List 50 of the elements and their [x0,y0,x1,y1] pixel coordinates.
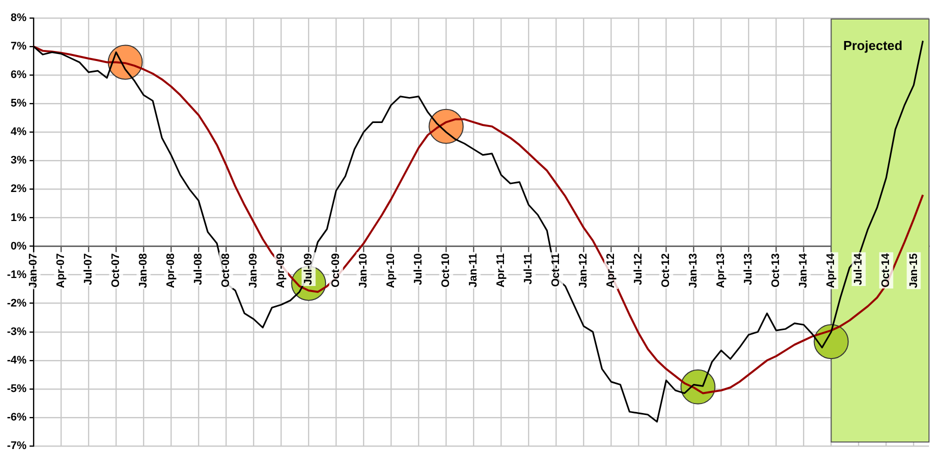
x-tick-label: Oct-11 [550,253,562,287]
x-tick-label: Apr-13 [715,253,728,288]
x-tick-label: Jan-10 [358,253,370,288]
y-tick-label: -6% [7,412,27,424]
x-tick-label: Jul-08 [192,253,205,286]
x-tick-label: Jul-09 [302,253,315,286]
x-tick-label: Jan-13 [688,253,700,288]
x-tick-label: Oct-08 [220,253,232,288]
y-tick-label: -2% [7,297,27,310]
x-tick-label: Jul-07 [82,253,95,286]
x-tick-label: Jan-11 [468,253,480,288]
x-tick-label: Jan-09 [248,253,260,288]
x-tick-label: Jan-07 [28,253,40,288]
y-tick-label: 6% [10,69,27,82]
y-tick-label: 0% [10,240,27,252]
x-tick-label: Apr-10 [385,253,398,288]
x-tick-label: Oct-13 [770,253,782,288]
x-tick-label: Jul-11 [522,253,535,284]
x-tick-label: Apr-07 [55,253,68,288]
x-tick-label: Oct-10 [440,253,452,288]
x-tick-label: Apr-09 [275,253,288,288]
x-tick-label: Jul-10 [412,253,425,286]
y-tick-label: 4% [10,126,27,138]
x-tick-label: Apr-08 [165,253,178,288]
y-tick-label: 2% [10,183,27,196]
x-tick-label: Jan-15 [908,253,920,288]
x-tick-label: Jan-12 [578,253,590,288]
x-tick-label: Apr-12 [605,253,618,288]
y-tick-label: 1% [10,212,27,224]
x-tick-label: Jan-08 [138,253,150,288]
y-tick-label: -1% [7,268,27,281]
y-tick-label: 7% [10,40,27,53]
x-tick-label: Jul-12 [632,253,645,286]
y-tick-label: 5% [10,98,27,110]
x-tick-label: Oct-12 [660,253,672,288]
x-tick-label: Oct-07 [110,253,122,288]
y-tick-label: -7% [7,440,27,452]
x-tick-label: Jul-13 [742,253,755,286]
y-tick-label: -3% [7,326,27,338]
band-label: Projected [843,38,903,54]
x-tick-label: Apr-14 [825,252,838,288]
x-tick-label: Oct-14 [880,252,892,288]
x-tick-label: Apr-11 [495,253,508,288]
y-tick-label: 3% [10,154,27,167]
y-tick-label: 8% [10,12,27,24]
x-tick-label: Jul-14 [852,252,865,286]
y-tick-label: -4% [7,354,27,366]
y-tick-label: -5% [7,382,27,395]
x-tick-label: Jan-14 [798,252,810,288]
x-tick-label: Oct-09 [330,253,342,288]
